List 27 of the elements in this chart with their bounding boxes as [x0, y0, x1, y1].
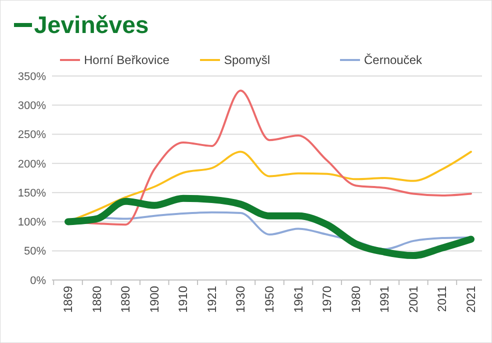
x-tick-label: 1950	[262, 286, 276, 313]
legend-label: Černouček	[364, 53, 424, 67]
x-tick-label: 1921	[204, 286, 219, 313]
y-tick-label: 350%	[18, 70, 46, 83]
x-tick-label: 1980	[348, 286, 363, 313]
legend-label: Jeviněves	[34, 12, 149, 39]
x-tick-label: 1880	[90, 286, 104, 313]
x-tick-label: 2021	[464, 286, 478, 313]
x-tick-label: 1970	[320, 286, 334, 313]
x-tick-label: 1890	[118, 286, 133, 313]
y-tick-label: 300%	[18, 100, 46, 112]
y-tick-label: 50%	[24, 246, 46, 258]
x-tick-label: 2011	[435, 286, 450, 312]
y-tick-label: 100%	[18, 216, 46, 229]
y-tick-label: 200%	[18, 158, 46, 170]
x-tick-label: 2001	[406, 286, 420, 313]
x-tick-label: 1869	[61, 286, 75, 313]
y-tick-label: 150%	[18, 187, 46, 200]
x-tick-label: 1930	[234, 286, 248, 313]
x-tick-label: 1910	[176, 286, 190, 313]
x-tick-label: 1900	[147, 286, 162, 313]
x-tick-label: 1961	[291, 286, 306, 313]
x-tick-label: 1991	[378, 286, 392, 313]
y-tick-label: 250%	[18, 129, 46, 142]
legend-label: Horní Beřkovice	[84, 53, 170, 67]
legend-label: Spomyšl	[224, 53, 270, 67]
y-tick-label: 0%	[30, 274, 46, 287]
